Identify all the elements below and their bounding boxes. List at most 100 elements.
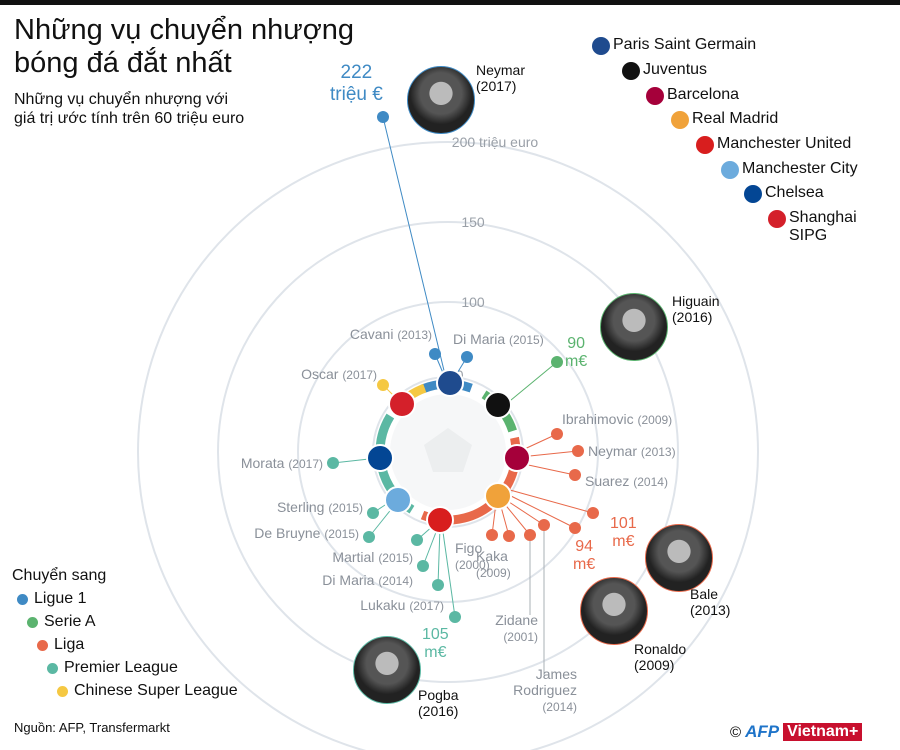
club-name: Shanghai SIPG bbox=[789, 209, 857, 244]
transfer-dot bbox=[417, 560, 429, 572]
transfer-dot bbox=[551, 356, 563, 368]
subtitle-line: giá trị ước tính trên 60 triệu euro bbox=[14, 110, 245, 127]
transfer-dot bbox=[461, 351, 473, 363]
player-label: Di Maria (2015) bbox=[453, 331, 544, 347]
player-label: Suarez (2014) bbox=[585, 473, 668, 489]
transfer-dot bbox=[569, 522, 581, 534]
scale-label: 100 bbox=[461, 294, 485, 310]
club-crest-icon bbox=[744, 185, 762, 203]
scale-label: 150 bbox=[461, 214, 485, 230]
player-label: Figo (2000) bbox=[455, 540, 490, 572]
legend-label: Serie A bbox=[44, 613, 96, 630]
bale-value: 101 m€ bbox=[610, 515, 637, 550]
legend-label: Chinese Super League bbox=[74, 682, 238, 699]
higuain-photo bbox=[600, 293, 668, 361]
legend-dot-icon bbox=[47, 662, 58, 674]
player-label: Di Maria (2014) bbox=[322, 572, 413, 588]
club-name: Juventus bbox=[643, 61, 708, 78]
player-label: Morata (2017) bbox=[240, 455, 323, 471]
transfer-dot bbox=[587, 507, 599, 519]
player-label: Sterling (2015) bbox=[276, 499, 363, 515]
club-badge-icon bbox=[384, 486, 412, 514]
club-badge-icon bbox=[426, 506, 454, 534]
legend-item: Serie A bbox=[27, 613, 96, 631]
player-label: Kaka (2009) bbox=[476, 548, 511, 580]
transfer-dot bbox=[377, 379, 389, 391]
club-name: Paris Saint Germain bbox=[613, 36, 757, 53]
club-legend-item: Juventus bbox=[622, 61, 707, 80]
transfer-dot bbox=[327, 457, 339, 469]
ball-pentagon bbox=[424, 428, 472, 472]
club-legend-item: Chelsea bbox=[744, 184, 824, 203]
club-legend-item: Manchester City bbox=[721, 160, 858, 179]
transfer-line bbox=[502, 501, 531, 536]
player-label: Martial (2015) bbox=[332, 549, 413, 565]
transfer-line bbox=[437, 526, 441, 586]
pogba-photo bbox=[353, 636, 421, 704]
player-label: James Rodriguez (2014) bbox=[513, 666, 577, 714]
featured-player-name: Neymar (2017) bbox=[476, 62, 526, 94]
title-line: bóng đá đắt nhất bbox=[14, 47, 232, 79]
legend-dot-icon bbox=[27, 616, 38, 628]
ronaldo-photo bbox=[580, 577, 648, 645]
player-label: Lukaku (2017) bbox=[360, 597, 444, 613]
credit-logos: © AFP Vietnam+ bbox=[730, 722, 863, 742]
legend-title: Chuyển sang bbox=[12, 567, 107, 584]
club-legend-item: Manchester United bbox=[696, 135, 851, 154]
club-crest-icon bbox=[622, 62, 640, 80]
transfer-dot bbox=[367, 507, 379, 519]
ronaldo-value: 94 m€ bbox=[573, 538, 596, 573]
featured-player-name: Ronaldo (2009) bbox=[634, 641, 687, 673]
scale-label: 200 triệu euro bbox=[452, 134, 539, 150]
legend-dot-icon bbox=[57, 685, 68, 697]
club-name: Real Madrid bbox=[692, 110, 779, 127]
transfer-dot bbox=[486, 529, 498, 541]
higuain-value: 90 m€ bbox=[565, 335, 588, 370]
club-crest-icon bbox=[671, 111, 689, 129]
featured-player-name: Pogba (2016) bbox=[418, 687, 459, 719]
subtitle-line: Những vụ chuyển nhượng với bbox=[14, 91, 229, 108]
player-label: De Bruyne (2015) bbox=[254, 525, 359, 541]
transfer-dot bbox=[363, 531, 375, 543]
transfer-dot bbox=[572, 445, 584, 457]
player-label: Cavani (2013) bbox=[349, 326, 432, 342]
transfer-dot bbox=[411, 534, 423, 546]
player-label: Neymar (2013) bbox=[588, 443, 676, 459]
legend-dot-icon bbox=[17, 593, 28, 605]
club-crest-icon bbox=[768, 210, 786, 228]
club-badge-icon bbox=[503, 444, 531, 472]
legend-label: Liga bbox=[54, 636, 85, 653]
legend-label: Ligue 1 bbox=[34, 590, 87, 607]
transfer-dot bbox=[524, 529, 536, 541]
player-label: Oscar (2017) bbox=[301, 366, 377, 382]
player-label: Zidane (2001) bbox=[495, 612, 538, 644]
scale-ring bbox=[217, 221, 679, 683]
transfer-line bbox=[509, 489, 594, 514]
transfer-dot bbox=[432, 579, 444, 591]
club-name: Chelsea bbox=[765, 184, 824, 201]
transfer-line bbox=[504, 361, 558, 406]
legend-item: Premier League bbox=[47, 659, 178, 677]
featured-player-name: Bale (2013) bbox=[690, 586, 731, 618]
transfer-dot bbox=[569, 469, 581, 481]
legend-item: Ligue 1 bbox=[17, 590, 87, 608]
source: Nguồn: AFP, Transfermarkt bbox=[14, 720, 170, 735]
scale-ring bbox=[297, 301, 599, 603]
transfer-dot bbox=[503, 530, 515, 542]
player-label: Ibrahimovic (2009) bbox=[562, 411, 673, 427]
club-badge-icon bbox=[388, 390, 416, 418]
club-legend-item: Shanghai SIPG bbox=[768, 209, 857, 245]
club-legend-item: Barcelona bbox=[646, 86, 739, 105]
transfer-dot bbox=[377, 111, 389, 123]
club-name: Barcelona bbox=[667, 86, 740, 103]
transfer-dot bbox=[551, 428, 563, 440]
club-badge-icon bbox=[484, 391, 512, 419]
copyright: © bbox=[730, 723, 742, 741]
legend-item: Chinese Super League bbox=[57, 682, 238, 700]
transfer-line bbox=[505, 499, 545, 526]
club-badge-icon bbox=[366, 444, 394, 472]
club-crest-icon bbox=[592, 37, 610, 55]
transfer-line bbox=[441, 524, 456, 618]
